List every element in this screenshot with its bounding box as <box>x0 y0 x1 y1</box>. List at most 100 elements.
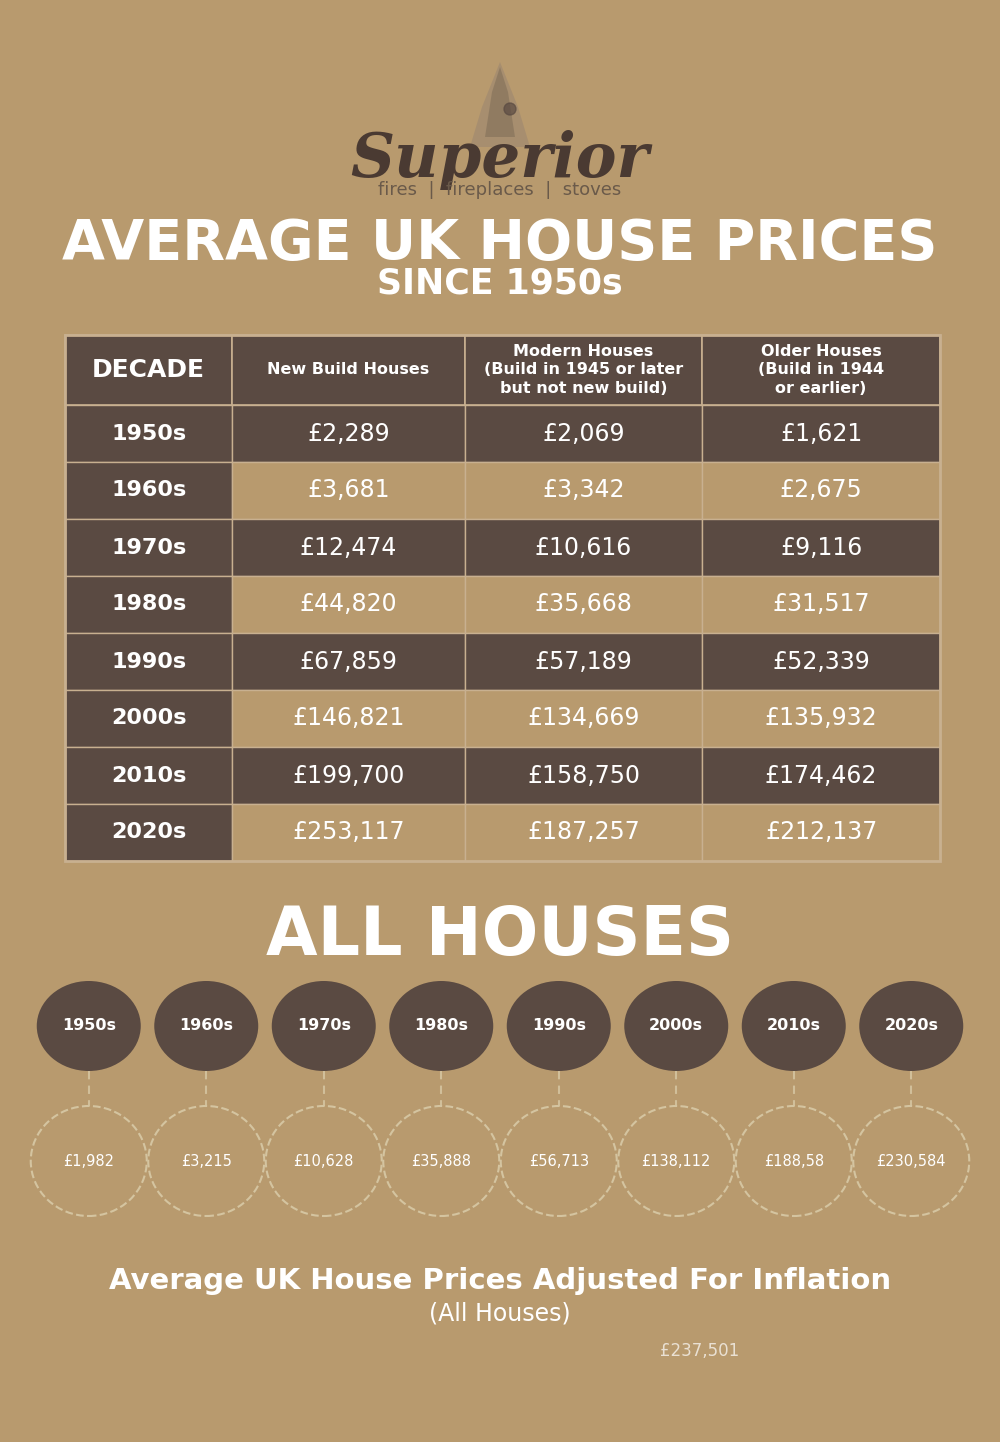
FancyBboxPatch shape <box>702 633 940 691</box>
Text: £158,750: £158,750 <box>527 763 640 787</box>
Text: £212,137: £212,137 <box>765 820 877 845</box>
Text: £237,501: £237,501 <box>660 1343 740 1360</box>
Text: 1960s: 1960s <box>111 480 186 500</box>
Text: £174,462: £174,462 <box>765 763 877 787</box>
Text: £35,668: £35,668 <box>535 593 632 617</box>
Ellipse shape <box>853 1106 969 1216</box>
Text: £134,669: £134,669 <box>527 707 640 731</box>
Polygon shape <box>485 66 515 137</box>
FancyBboxPatch shape <box>65 575 232 633</box>
FancyBboxPatch shape <box>65 805 232 861</box>
FancyBboxPatch shape <box>65 633 232 691</box>
Ellipse shape <box>154 981 258 1071</box>
Text: £12,474: £12,474 <box>300 535 397 559</box>
FancyBboxPatch shape <box>65 691 232 747</box>
Text: Older Houses
(Build in 1944
or earlier): Older Houses (Build in 1944 or earlier) <box>758 343 884 397</box>
Text: Superior: Superior <box>351 130 649 190</box>
FancyBboxPatch shape <box>65 519 232 575</box>
Text: £230,584: £230,584 <box>876 1154 946 1168</box>
FancyBboxPatch shape <box>65 747 232 805</box>
FancyBboxPatch shape <box>702 691 940 747</box>
FancyBboxPatch shape <box>465 805 702 861</box>
Text: New Build Houses: New Build Houses <box>267 362 430 378</box>
Text: £67,859: £67,859 <box>300 649 398 673</box>
FancyBboxPatch shape <box>65 335 232 405</box>
FancyBboxPatch shape <box>702 461 940 519</box>
Ellipse shape <box>31 1106 147 1216</box>
Text: 1980s: 1980s <box>111 594 186 614</box>
Text: £146,821: £146,821 <box>292 707 405 731</box>
Text: £135,932: £135,932 <box>765 707 877 731</box>
FancyBboxPatch shape <box>232 691 465 747</box>
FancyBboxPatch shape <box>465 633 702 691</box>
Text: £57,189: £57,189 <box>535 649 632 673</box>
Text: 2010s: 2010s <box>767 1018 821 1034</box>
FancyBboxPatch shape <box>232 747 465 805</box>
Text: 2010s: 2010s <box>111 766 186 786</box>
Text: 1980s: 1980s <box>414 1018 468 1034</box>
Text: £52,339: £52,339 <box>772 649 870 673</box>
Ellipse shape <box>507 981 611 1071</box>
FancyBboxPatch shape <box>702 747 940 805</box>
FancyBboxPatch shape <box>465 405 702 461</box>
Ellipse shape <box>736 1106 852 1216</box>
FancyBboxPatch shape <box>465 747 702 805</box>
Text: Average UK House Prices Adjusted For Inflation: Average UK House Prices Adjusted For Inf… <box>109 1268 891 1295</box>
Text: £199,700: £199,700 <box>292 763 405 787</box>
Text: £138,112: £138,112 <box>642 1154 711 1168</box>
Ellipse shape <box>501 1106 617 1216</box>
Ellipse shape <box>383 1106 499 1216</box>
FancyBboxPatch shape <box>702 805 940 861</box>
Text: DECADE: DECADE <box>92 358 205 382</box>
Text: 1950s: 1950s <box>111 424 186 444</box>
Text: 1990s: 1990s <box>532 1018 586 1034</box>
FancyBboxPatch shape <box>232 575 465 633</box>
Text: £10,628: £10,628 <box>294 1154 354 1168</box>
Text: fires  |  fireplaces  |  stoves: fires | fireplaces | stoves <box>378 182 622 199</box>
Text: Modern Houses
(Build in 1945 or later
but not new build): Modern Houses (Build in 1945 or later bu… <box>484 343 683 397</box>
Text: 1960s: 1960s <box>179 1018 233 1034</box>
Circle shape <box>504 102 516 115</box>
Text: 1970s: 1970s <box>111 538 186 558</box>
Ellipse shape <box>389 981 493 1071</box>
Text: £1,982: £1,982 <box>63 1154 114 1168</box>
FancyBboxPatch shape <box>465 461 702 519</box>
Text: £187,257: £187,257 <box>527 820 640 845</box>
Ellipse shape <box>37 981 141 1071</box>
FancyBboxPatch shape <box>232 633 465 691</box>
Text: £56,713: £56,713 <box>529 1154 589 1168</box>
Text: £44,820: £44,820 <box>300 593 397 617</box>
Text: £2,675: £2,675 <box>780 479 863 502</box>
FancyBboxPatch shape <box>232 335 465 405</box>
FancyBboxPatch shape <box>465 575 702 633</box>
FancyBboxPatch shape <box>232 405 465 461</box>
Text: £3,681: £3,681 <box>307 479 390 502</box>
FancyBboxPatch shape <box>232 519 465 575</box>
Ellipse shape <box>266 1106 382 1216</box>
Ellipse shape <box>148 1106 264 1216</box>
FancyBboxPatch shape <box>465 519 702 575</box>
FancyBboxPatch shape <box>232 805 465 861</box>
FancyBboxPatch shape <box>65 461 232 519</box>
Ellipse shape <box>272 981 376 1071</box>
Text: AVERAGE UK HOUSE PRICES: AVERAGE UK HOUSE PRICES <box>62 216 938 271</box>
Text: £253,117: £253,117 <box>292 820 405 845</box>
FancyBboxPatch shape <box>232 461 465 519</box>
Text: £2,289: £2,289 <box>307 421 390 446</box>
FancyBboxPatch shape <box>702 405 940 461</box>
FancyBboxPatch shape <box>702 575 940 633</box>
Text: 1990s: 1990s <box>111 652 186 672</box>
Text: £35,888: £35,888 <box>411 1154 471 1168</box>
Text: SINCE 1950s: SINCE 1950s <box>377 267 623 301</box>
Text: £188,58: £188,58 <box>764 1154 824 1168</box>
FancyBboxPatch shape <box>465 691 702 747</box>
Text: 2020s: 2020s <box>884 1018 938 1034</box>
Text: 1950s: 1950s <box>62 1018 116 1034</box>
Polygon shape <box>470 62 530 147</box>
Text: £31,517: £31,517 <box>772 593 870 617</box>
Text: (All Houses): (All Houses) <box>429 1301 571 1325</box>
Ellipse shape <box>742 981 846 1071</box>
FancyBboxPatch shape <box>465 335 702 405</box>
Text: £10,616: £10,616 <box>535 535 632 559</box>
Text: £2,069: £2,069 <box>542 421 625 446</box>
